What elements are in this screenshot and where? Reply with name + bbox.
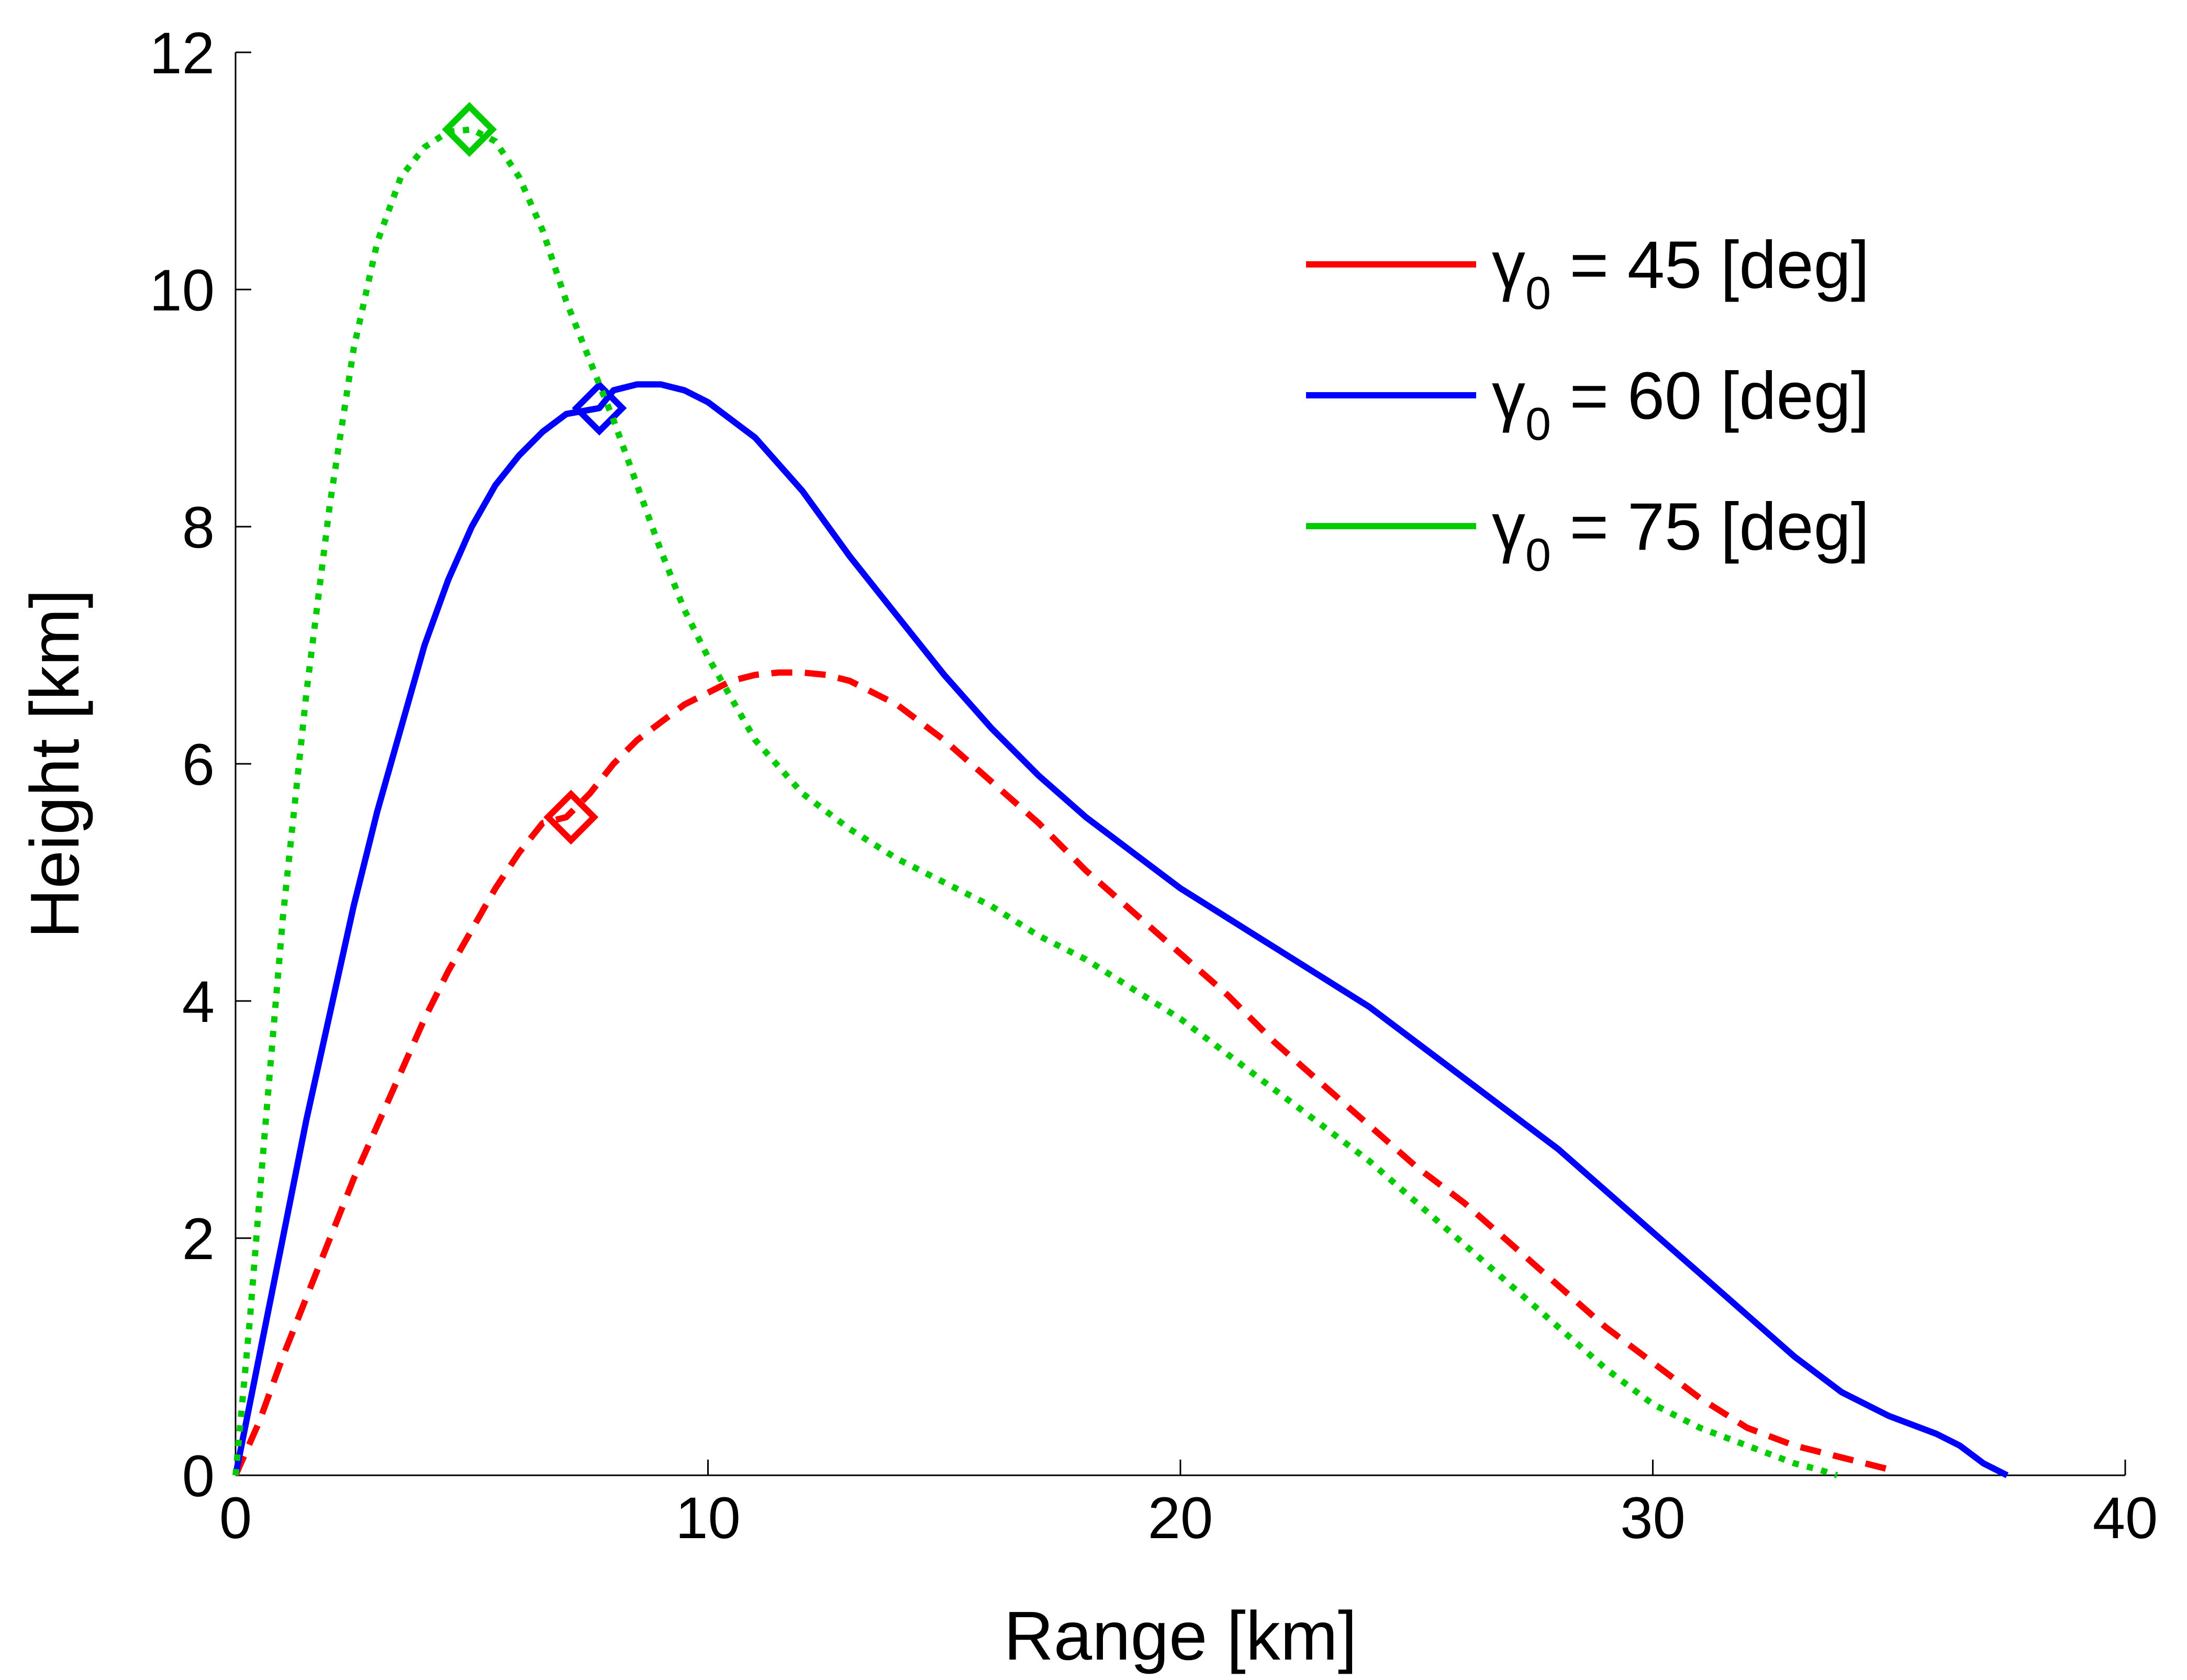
legend-gamma-symbol: γ — [1492, 359, 1525, 433]
legend-angle-text: = 45 [deg] — [1551, 228, 1870, 303]
x-tick-label: 0 — [219, 1485, 252, 1551]
y-axis-label: Height [km] — [16, 589, 93, 939]
legend-label-1: γ0 = 45 [deg] — [1492, 228, 1869, 319]
legend-subscript: 0 — [1525, 398, 1551, 450]
y-tick-label: 6 — [182, 732, 215, 797]
y-tick-label: 12 — [149, 20, 215, 86]
y-tick-label: 0 — [182, 1443, 215, 1509]
legend-angle-text: = 60 [deg] — [1551, 359, 1870, 433]
x-tick-label: 10 — [675, 1485, 741, 1551]
y-tick-label: 8 — [182, 495, 215, 560]
legend-gamma-symbol: γ — [1492, 228, 1525, 303]
diamond-marker-3 — [442, 102, 497, 157]
legend-subscript: 0 — [1525, 529, 1551, 581]
y-tick-label: 2 — [182, 1206, 215, 1272]
plot-area — [232, 102, 2009, 1478]
x-tick-label: 40 — [2093, 1485, 2158, 1551]
legend-angle-text: = 75 [deg] — [1551, 489, 1870, 564]
diamond-marker-2 — [572, 381, 627, 436]
legend-subscript: 0 — [1525, 267, 1551, 319]
legend-gamma-symbol: γ — [1492, 489, 1525, 564]
y-tick-label: 4 — [182, 969, 215, 1034]
x-axis-label: Range [km] — [1004, 1597, 1357, 1674]
legend: γ0 = 45 [deg]γ0 = 60 [deg]γ0 = 75 [deg] — [1306, 228, 1869, 581]
x-tick-label: 30 — [1620, 1485, 1686, 1551]
axes: 0 10 20 30 40 0 2 4 6 8 10 12 — [149, 20, 2158, 1551]
diamond-marker-1 — [543, 789, 599, 845]
y-tick-label: 10 — [149, 258, 215, 323]
legend-label-2: γ0 = 60 [deg] — [1492, 359, 1869, 450]
series-line-2 — [232, 381, 2009, 1478]
series-line-1 — [232, 669, 1896, 1477]
legend-label-3: γ0 = 75 [deg] — [1492, 489, 1869, 581]
x-tick-label: 20 — [1148, 1485, 1213, 1551]
